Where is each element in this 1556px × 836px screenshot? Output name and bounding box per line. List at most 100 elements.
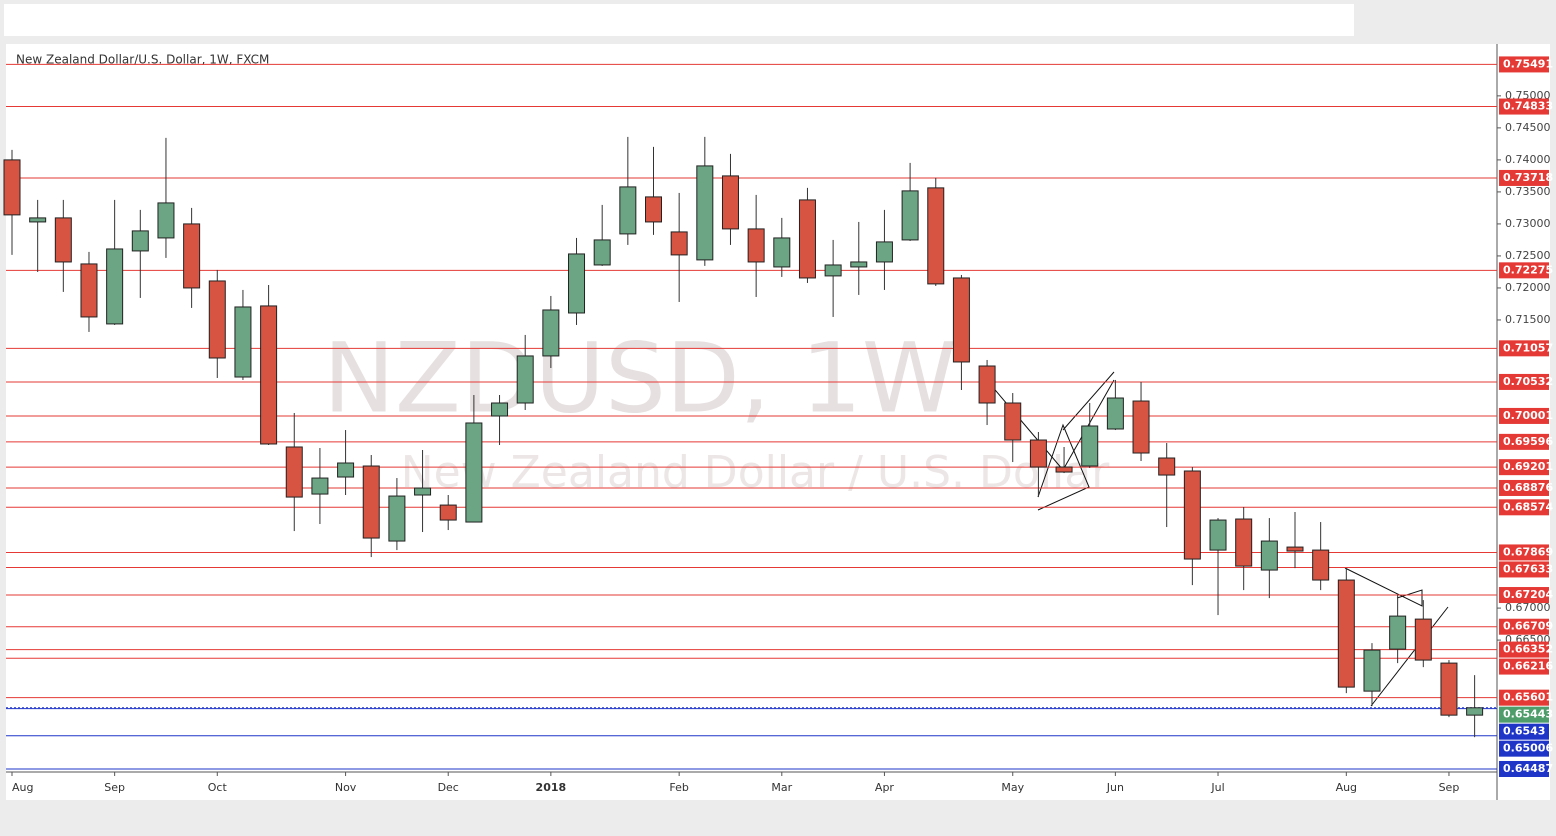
level-label-box [1499, 479, 1549, 496]
candle-body [183, 223, 201, 289]
candle-body [952, 277, 970, 363]
level-label-box [1499, 407, 1549, 424]
x-tick-label: Apr [875, 781, 895, 794]
candle-body [850, 261, 868, 268]
candle-body [1286, 546, 1304, 552]
level-label: 0.67633 [1503, 562, 1553, 575]
level-label: 0.66216 [1503, 660, 1553, 673]
level-label-box [1499, 373, 1549, 390]
candle-body [619, 186, 637, 235]
candle-body [157, 202, 175, 239]
top-bar [4, 4, 1354, 36]
level-label-box [1499, 689, 1549, 706]
level-label: 0.64487 [1503, 762, 1553, 775]
level-label: 0.70532 [1503, 375, 1553, 388]
level-label: 0.6543 [1503, 725, 1545, 738]
level-label: 0.65443 [1503, 708, 1553, 721]
y-tick-label: 0.67000 [1505, 601, 1551, 614]
level-label-box [1499, 723, 1549, 740]
x-tick-label: Aug [1336, 781, 1357, 794]
levels: 0.75491 0.74833 0.73718 0.72275 0.71057 0.705… [6, 56, 1553, 777]
candle-body [208, 280, 226, 359]
level-label-box [1499, 433, 1549, 450]
candle-body [388, 495, 406, 542]
level-label-box [1499, 169, 1549, 186]
candle-body [1337, 579, 1355, 688]
y-tick-label: 0.72500 [1505, 249, 1551, 262]
level-label-box [1499, 740, 1549, 757]
level-label-box [1499, 618, 1549, 635]
x-tick-label: Jul [1210, 781, 1224, 794]
candle-body [747, 228, 765, 263]
level-label: 0.70001 [1503, 409, 1553, 422]
y-tick-label: 0.74000 [1505, 153, 1551, 166]
trend-drawing [1037, 423, 1090, 511]
x-tick-label: Sep [104, 781, 125, 794]
candle-body [1440, 662, 1458, 716]
candle-body [465, 422, 483, 523]
level-label-box [1499, 658, 1549, 675]
candle-body [362, 465, 380, 539]
candle-body [1081, 425, 1099, 467]
candle-body [1055, 466, 1073, 473]
candle-body [721, 175, 739, 230]
level-label-box [1499, 587, 1549, 604]
candle-body [3, 159, 21, 216]
x-tick-label: Feb [669, 781, 688, 794]
level-label: 0.67204 [1503, 588, 1553, 601]
candle-body [1209, 519, 1227, 551]
candle-body [1260, 540, 1278, 571]
level-label: 0.73718 [1503, 171, 1553, 184]
x-tick-label: Oct [208, 781, 228, 794]
y-tick-label: 0.72000 [1505, 281, 1551, 294]
x-tick-label: Dec [438, 781, 459, 794]
level-label: 0.66352 [1503, 643, 1553, 656]
chart-title: New Zealand Dollar/U.S. Dollar, 1W, FXCM [16, 53, 269, 67]
x-tick-label: 2018 [536, 781, 567, 794]
level-label-box [1499, 499, 1549, 516]
level-label: 0.72275 [1503, 263, 1553, 276]
candle-body [645, 196, 662, 223]
candle-body [106, 248, 124, 325]
candle-body [798, 199, 816, 279]
candle-body [80, 263, 98, 318]
candle-body [1183, 470, 1201, 560]
candle-body [260, 305, 278, 445]
x-tick-label: Jun [1106, 781, 1124, 794]
candle-body [337, 462, 355, 478]
level-label: 0.65601 [1503, 691, 1553, 704]
level-label: 0.66709 [1503, 620, 1553, 633]
candle-body [131, 230, 149, 252]
level-label: 0.69596 [1503, 435, 1553, 448]
level-label-box [1499, 56, 1549, 73]
candle-body [285, 446, 303, 498]
x-tick-label: Nov [335, 781, 357, 794]
candle-body [875, 241, 893, 263]
watermark: NZDUSD, 1W [323, 322, 957, 434]
candle-body [1235, 518, 1253, 567]
y-tick-label: 0.73000 [1505, 217, 1551, 230]
candle-body [29, 217, 47, 223]
level-label: 0.68876 [1503, 481, 1553, 494]
candle-body [542, 309, 560, 357]
candle-body [516, 355, 534, 404]
watermark-subtitle: New Zealand Dollar / U.S. Dollar [401, 447, 1111, 498]
level-label-box [1499, 98, 1549, 115]
candle-body [593, 239, 611, 266]
x-tick-label: Aug [12, 781, 33, 794]
y-tick-label: 0.71500 [1505, 313, 1551, 326]
candle-body [1158, 457, 1176, 476]
candle-body [414, 487, 432, 496]
candle-body [1106, 397, 1124, 430]
candle-body [1132, 400, 1150, 454]
trend-drawing [1344, 567, 1423, 607]
level-label-box [1499, 760, 1549, 777]
candle-body [901, 190, 919, 241]
candle-body [1466, 707, 1484, 716]
candle-body [1363, 649, 1381, 692]
level-label-box [1499, 262, 1549, 279]
level-label: 0.68574 [1503, 500, 1553, 513]
candle-body [1029, 439, 1047, 468]
